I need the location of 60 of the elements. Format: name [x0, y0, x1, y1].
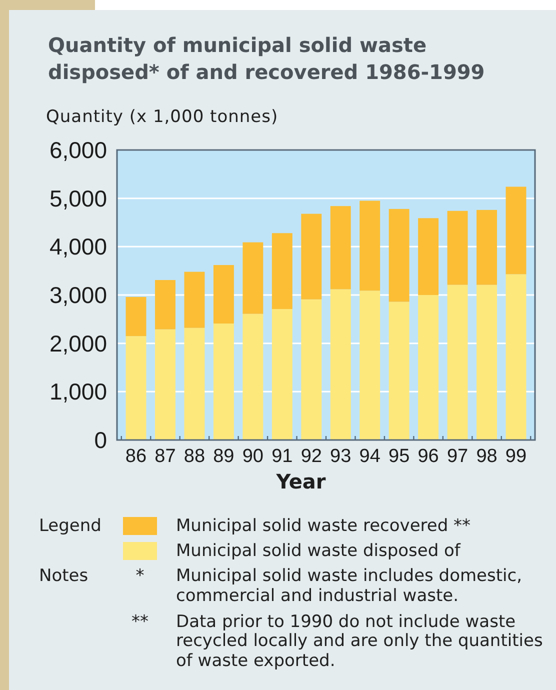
bar	[213, 324, 234, 440]
x-tick-label: 92	[300, 446, 322, 467]
x-tick-label: 93	[330, 446, 352, 467]
bar	[506, 274, 526, 440]
legend-title: Legend	[39, 516, 102, 536]
x-tick-label: 91	[272, 446, 293, 467]
x-tick-label: 98	[476, 446, 498, 467]
y-axis-title: Quantity (x 1,000 tonnes)	[46, 106, 278, 126]
chart-title: Quantity of municipal solid waste disposed* of and recovered 1986-1999	[48, 32, 486, 85]
x-tick-label: 97	[446, 446, 468, 467]
x-tick-label: 89	[213, 446, 234, 467]
bar	[418, 218, 439, 295]
x-tick-label: 88	[184, 446, 206, 467]
x-tick-label: 95	[388, 446, 410, 467]
bar	[184, 272, 205, 328]
bar	[360, 200, 380, 291]
bar	[301, 214, 322, 300]
bar	[272, 309, 292, 440]
bar	[301, 299, 322, 440]
bar	[388, 302, 410, 440]
bar	[213, 265, 234, 324]
bar	[476, 284, 497, 440]
x-tick-label: 90	[242, 446, 264, 467]
x-axis-title: Year	[275, 470, 326, 494]
y-tick-label: 5,000	[49, 185, 107, 212]
legend-label: Municipal solid waste recovered **	[175, 516, 472, 536]
text: **	[130, 612, 150, 632]
text: *	[134, 566, 146, 587]
y-tick-label: 0	[94, 427, 107, 453]
bar	[242, 242, 264, 314]
bar	[184, 328, 205, 440]
x-tick-label: 96	[418, 446, 439, 467]
x-tick-label: 87	[154, 446, 176, 467]
bar	[388, 208, 410, 302]
bar	[476, 210, 497, 285]
bar	[126, 296, 146, 336]
x-tick-label: 86	[125, 446, 147, 467]
text: Municipal solid waste includes domestic, commercial and industrial waste.	[175, 566, 524, 606]
y-tick-label: 6,000	[49, 137, 107, 163]
bar	[330, 206, 351, 290]
legend-label: Municipal solid waste disposed of	[175, 541, 462, 562]
y-tick-label: 1,000	[49, 378, 107, 405]
bar	[418, 295, 439, 440]
text: Notes	[39, 566, 90, 587]
bar	[126, 336, 146, 440]
y-tick-label: 2,000	[49, 330, 107, 356]
bar	[506, 186, 526, 274]
text: Data prior to 1990 do not include waste recycled locally and are only the quantities of waste exported.	[175, 612, 544, 672]
bar	[330, 289, 351, 440]
bar	[360, 290, 380, 440]
y-tick-label: 3,000	[49, 282, 107, 308]
bar	[447, 210, 468, 285]
bar	[155, 280, 176, 330]
bar	[155, 329, 176, 440]
x-tick-label: 94	[359, 446, 381, 467]
x-tick-label: 99	[505, 446, 527, 467]
bar	[447, 284, 468, 440]
y-tick-label: 4,000	[49, 234, 107, 260]
bar	[242, 314, 264, 440]
bar	[272, 233, 292, 310]
